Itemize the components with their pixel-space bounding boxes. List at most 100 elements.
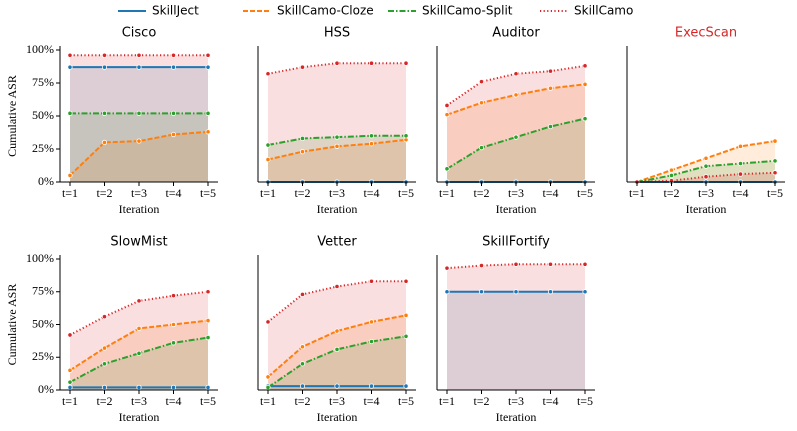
series-area — [70, 67, 208, 182]
series-area — [70, 55, 208, 182]
series-marker — [444, 265, 450, 271]
legend-label: SkillCamo-Cloze — [277, 4, 374, 18]
series-marker — [334, 60, 340, 66]
x-tick-label: t=3 — [131, 186, 147, 200]
subplot-title: HSS — [324, 26, 350, 41]
series-marker — [403, 383, 409, 389]
x-tick-label: t=3 — [508, 186, 524, 200]
series-marker — [205, 289, 211, 295]
series-marker — [136, 384, 142, 390]
series-marker — [444, 166, 450, 172]
x-axis-label: Iteration — [119, 410, 160, 424]
x-tick-label: t=2 — [294, 394, 310, 408]
series-marker — [136, 350, 142, 356]
legend-label: SkillJect — [152, 4, 199, 18]
series-marker — [403, 278, 409, 284]
series-marker — [547, 68, 554, 74]
x-tick-label: t=4 — [363, 186, 379, 200]
series-area — [447, 65, 585, 182]
series-marker — [368, 133, 375, 139]
series-marker — [547, 289, 554, 295]
series-marker — [101, 314, 108, 320]
series-marker — [205, 110, 211, 116]
series-marker — [403, 333, 409, 339]
series-marker — [368, 338, 375, 345]
series-marker — [136, 298, 142, 304]
series-area — [268, 135, 406, 182]
x-tick-label: t=5 — [577, 394, 593, 408]
series-area — [268, 315, 406, 390]
series-marker — [170, 293, 177, 299]
series-marker — [513, 289, 519, 295]
series-marker — [101, 139, 108, 145]
series-marker — [478, 145, 485, 151]
x-tick-label: t=5 — [398, 394, 414, 408]
series-marker — [265, 142, 271, 148]
x-tick-label: t=3 — [329, 394, 345, 408]
series-marker — [737, 171, 744, 177]
x-tick-label: t=4 — [542, 394, 558, 408]
series-area — [268, 63, 406, 183]
series-marker — [299, 135, 306, 142]
x-axis-label: Iteration — [496, 410, 537, 424]
series-marker — [547, 123, 554, 130]
series-marker — [334, 328, 340, 334]
series-marker — [136, 110, 142, 116]
x-tick-label: t=1 — [439, 186, 455, 200]
series-marker — [478, 262, 485, 269]
series-marker — [334, 383, 340, 389]
series-marker — [368, 60, 375, 66]
series-marker — [170, 131, 177, 138]
series-marker — [101, 110, 108, 116]
series-area — [268, 336, 406, 390]
x-tick-label: t=4 — [732, 186, 748, 200]
x-tick-label: t=1 — [439, 394, 455, 408]
series-area — [70, 113, 208, 182]
series-line — [69, 290, 209, 336]
subplot-title: Vetter — [317, 235, 357, 250]
series-marker — [478, 289, 485, 295]
series-marker — [772, 170, 778, 176]
series-line — [267, 62, 406, 75]
y-tick-label: 75% — [32, 284, 54, 298]
series-marker — [299, 149, 306, 155]
series-marker — [668, 172, 675, 178]
series-marker — [582, 261, 588, 267]
x-tick-label: t=3 — [131, 394, 147, 408]
series-marker — [67, 379, 73, 385]
series-marker — [403, 133, 409, 139]
series-marker — [265, 156, 271, 163]
x-tick-label: t=5 — [398, 186, 414, 200]
series-marker — [668, 167, 675, 173]
series-line — [69, 130, 209, 177]
x-tick-label: t=2 — [96, 394, 112, 408]
series-marker — [772, 138, 778, 144]
series-marker — [334, 346, 340, 352]
series-marker — [737, 143, 744, 149]
x-tick-label: t=5 — [200, 394, 216, 408]
series-marker — [170, 52, 177, 58]
series-marker — [513, 134, 519, 140]
series-marker — [136, 64, 142, 70]
legend-label: SkillCamo — [574, 4, 633, 18]
x-tick-label: t=3 — [508, 394, 524, 408]
series-marker — [136, 138, 142, 144]
series-marker — [299, 361, 306, 367]
series-marker — [334, 143, 340, 149]
series-marker — [205, 317, 211, 324]
series-area — [447, 291, 585, 390]
series-marker — [547, 261, 554, 267]
series-marker — [101, 384, 108, 390]
series-marker — [368, 278, 375, 284]
series-marker — [67, 172, 73, 178]
y-tick-label: 50% — [32, 316, 54, 330]
series-marker — [737, 160, 744, 167]
x-tick-label: t=2 — [473, 394, 489, 408]
series-marker — [513, 71, 519, 77]
series-marker — [772, 158, 778, 164]
x-tick-label: t=1 — [629, 186, 645, 200]
series-marker — [170, 321, 177, 328]
x-axis-label: Iteration — [317, 410, 358, 424]
series-marker — [703, 163, 709, 169]
